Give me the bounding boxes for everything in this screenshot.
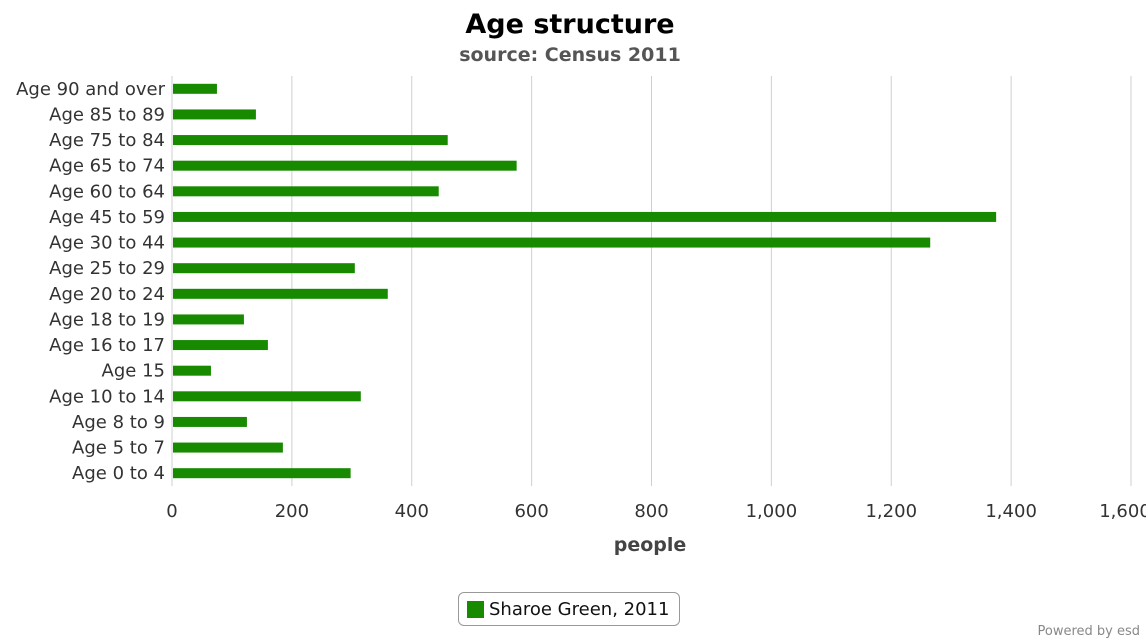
bar[interactable]	[173, 365, 211, 376]
bar[interactable]	[173, 314, 244, 325]
bar[interactable]	[173, 263, 355, 274]
category-label: Age 15	[102, 361, 165, 382]
category-label: Age 16 to 17	[49, 335, 165, 356]
category-label: Age 18 to 19	[49, 309, 165, 330]
x-tick-label: 200	[275, 501, 309, 522]
bar[interactable]	[173, 135, 448, 146]
legend-swatch	[467, 600, 484, 618]
x-axis-ticks: 0 200 400 600 800 1,000 1,200 1,400 1,600	[166, 501, 1146, 522]
category-label: Age 60 to 64	[49, 181, 165, 202]
category-label: Age 85 to 89	[49, 104, 165, 125]
legend[interactable]: Sharoe Green, 2011	[458, 592, 681, 626]
bar[interactable]	[173, 391, 361, 402]
x-tick-label: 1,000	[746, 501, 798, 522]
category-label: Age 0 to 4	[72, 463, 165, 484]
powered-by-credit[interactable]: Powered by esd	[1037, 624, 1140, 639]
bar[interactable]	[173, 468, 351, 479]
bar[interactable]	[173, 340, 268, 351]
category-label: Age 65 to 74	[49, 156, 165, 177]
x-tick-label: 800	[634, 501, 668, 522]
legend-series-label: Sharoe Green, 2011	[489, 598, 670, 620]
bar[interactable]	[173, 109, 256, 120]
category-label: Age 5 to 7	[72, 438, 165, 459]
bar[interactable]	[173, 288, 388, 299]
x-tick-label: 1,600	[1099, 501, 1146, 522]
bars	[173, 83, 997, 479]
bar-chart: Age structure source: Census 2011 Age 90…	[16, 9, 1146, 556]
bar[interactable]	[173, 160, 517, 171]
category-label: Age 25 to 29	[49, 258, 165, 279]
category-label: Age 10 to 14	[49, 386, 165, 407]
bar[interactable]	[173, 237, 931, 248]
category-labels: Age 90 and over Age 85 to 89 Age 75 to 84 A…	[16, 79, 165, 484]
category-label: Age 8 to 9	[72, 412, 165, 433]
category-label: Age 75 to 84	[49, 130, 165, 151]
category-label: Age 45 to 59	[49, 207, 165, 228]
bar[interactable]	[173, 442, 283, 453]
x-tick-label: 1,400	[985, 501, 1037, 522]
bar[interactable]	[173, 416, 247, 427]
category-label: Age 30 to 44	[49, 233, 165, 254]
x-tick-label: 1,200	[865, 501, 917, 522]
bar[interactable]	[173, 83, 217, 94]
x-tick-label: 400	[395, 501, 429, 522]
chart-subtitle: source: Census 2011	[459, 44, 681, 66]
x-tick-label: 600	[514, 501, 548, 522]
category-label: Age 90 and over	[16, 79, 165, 100]
category-label: Age 20 to 24	[49, 284, 165, 305]
bar[interactable]	[173, 211, 997, 222]
chart-title: Age structure	[465, 9, 674, 40]
x-axis-title: people	[614, 534, 687, 556]
bar[interactable]	[173, 186, 439, 197]
x-tick-label: 0	[166, 501, 177, 522]
